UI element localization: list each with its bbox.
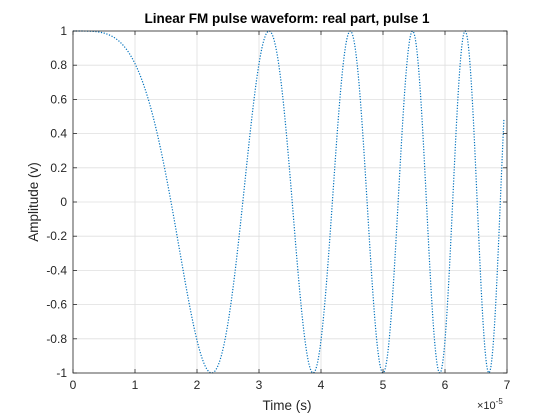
- x-axis-exponent: ×10-5: [477, 397, 503, 412]
- y-tick-label: -0.2: [46, 229, 67, 243]
- chart-title: Linear FM pulse waveform: real part, pul…: [144, 11, 430, 26]
- y-tick-label: 1: [60, 24, 67, 38]
- x-tick-label: 5: [380, 378, 387, 392]
- y-tick-label: 0.2: [50, 161, 67, 175]
- x-tick-label: 4: [318, 378, 325, 392]
- x-tick-label: 2: [194, 378, 201, 392]
- x-tick-labels: 0 1 2 3 4 5 6 7: [70, 378, 511, 392]
- grid-lines: [72, 30, 508, 374]
- x-tick-label: 7: [504, 378, 511, 392]
- x-tick-label: 6: [442, 378, 449, 392]
- x-tick-label: 3: [256, 378, 263, 392]
- series-line-real-part: [73, 30, 505, 374]
- y-axis-label: Amplitude (v): [26, 162, 41, 242]
- y-tick-label: 0.4: [50, 127, 67, 141]
- y-tick-label: -0.8: [46, 332, 67, 346]
- x-tick-label: 0: [70, 378, 77, 392]
- x-tick-label: 1: [132, 378, 139, 392]
- y-tick-label: 0.6: [50, 92, 67, 106]
- y-tick-label: 0: [60, 195, 67, 209]
- x-axis-exponent-base: ×10: [477, 400, 496, 412]
- y-tick-label: -0.4: [46, 263, 67, 277]
- x-axis-label: Time (s): [263, 398, 312, 413]
- tick-marks: [72, 30, 508, 374]
- y-tick-label: 0.8: [50, 58, 67, 72]
- x-axis-exponent-power: -5: [496, 397, 504, 406]
- y-tick-label: -1: [56, 366, 67, 380]
- y-tick-labels: 1 0.8 0.6 0.4 0.2 0 -0.2 -0.4 -0.6 -0.8 -1: [46, 24, 67, 380]
- y-tick-label: -0.6: [46, 298, 67, 312]
- series-layer: [73, 30, 505, 374]
